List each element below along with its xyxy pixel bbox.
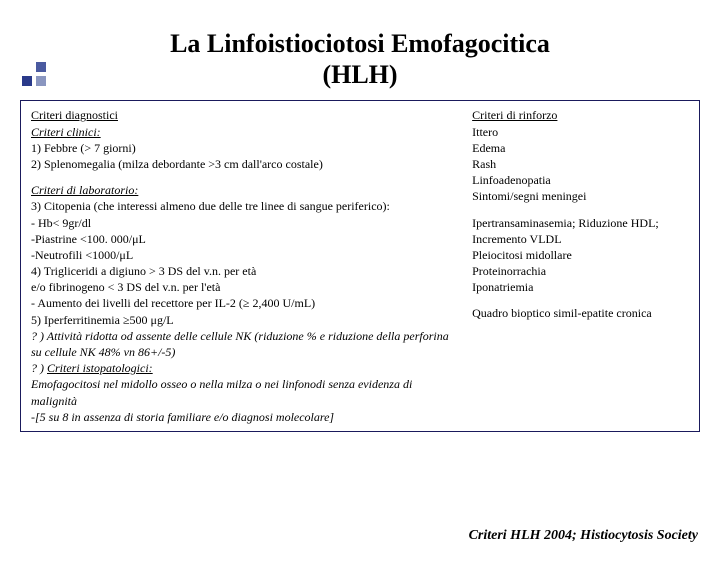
criteria-line: -Piastrine <100. 000/μL: [31, 231, 458, 247]
criteria-line: 3) Citopenia (che interessi almeno due d…: [31, 198, 458, 214]
criteria-line: e/o fibrinogeno < 3 DS del v.n. per l'et…: [31, 279, 458, 295]
decor-square: [22, 76, 32, 86]
criteria-line: 4) Trigliceridi a digiuno > 3 DS del v.n…: [31, 263, 458, 279]
content-frame: Criteri diagnostici Criteri clinici: 1) …: [20, 100, 700, 432]
citation-footer: Criteri HLH 2004; Histiocytosis Society: [469, 528, 698, 544]
corner-decoration: [22, 62, 64, 104]
symptom-line: Incremento VLDL: [472, 231, 720, 247]
prefix: ? ): [31, 361, 47, 375]
criteria-line: 1) Febbre (> 7 giorni): [31, 140, 458, 156]
heading-reinforcement-criteria: Criteri di rinforzo: [472, 107, 720, 123]
right-column: Criteri di rinforzo Ittero Edema Rash Li…: [466, 101, 720, 431]
title-line-1: La Linfoistiociotosi Emofagocitica: [170, 29, 550, 58]
heading-diagnostic-criteria: Criteri diagnostici: [31, 107, 458, 123]
criteria-line-histo: ? ) Criteri istopatologici:: [31, 360, 458, 376]
criteria-line-nk: ? ) Attività ridotta od assente delle ce…: [31, 328, 458, 360]
heading-histopathologic: Criteri istopatologici:: [47, 361, 153, 375]
text: Attività ridotta od assente delle cellul…: [31, 329, 449, 359]
heading-lab-criteria: Criteri di laboratorio:: [31, 182, 458, 198]
criteria-line: 2) Splenomegalia (milza debordante >3 cm…: [31, 156, 458, 172]
criteria-line: - Hb< 9gr/dl: [31, 215, 458, 231]
spacer: [472, 295, 720, 305]
heading-clinical-criteria: Criteri clinici:: [31, 124, 458, 140]
symptom-line: Ittero: [472, 124, 720, 140]
symptom-line: Linfoadenopatia: [472, 172, 720, 188]
slide-title: La Linfoistiociotosi Emofagocitica (HLH): [0, 28, 720, 90]
decor-square: [36, 76, 46, 86]
criteria-footnote: -[5 su 8 in assenza di storia familiare …: [31, 409, 458, 425]
decor-square: [36, 62, 46, 72]
criteria-line: 5) Iperferritinemia ≥500 μg/L: [31, 312, 458, 328]
symptom-line: Proteinorrachia: [472, 263, 720, 279]
prefix: ? ): [31, 329, 47, 343]
symptom-line: Ipertransaminasemia; Riduzione HDL;: [472, 215, 720, 231]
criteria-line: - Aumento dei livelli del recettore per …: [31, 295, 458, 311]
spacer: [472, 205, 720, 215]
criteria-line: -Neutrofili <1000/μL: [31, 247, 458, 263]
left-column: Criteri diagnostici Criteri clinici: 1) …: [21, 101, 466, 431]
symptom-line: Sintomi/segni meningei: [472, 188, 720, 204]
title-line-2: (HLH): [322, 60, 397, 89]
spacer: [31, 172, 458, 182]
symptom-line: Rash: [472, 156, 720, 172]
symptom-line: Iponatriemia: [472, 279, 720, 295]
symptom-line: Quadro bioptico simil-epatite cronica: [472, 305, 720, 321]
symptom-line: Pleiocitosi midollare: [472, 247, 720, 263]
symptom-line: Edema: [472, 140, 720, 156]
criteria-line: Emofagocitosi nel midollo osseo o nella …: [31, 376, 458, 408]
